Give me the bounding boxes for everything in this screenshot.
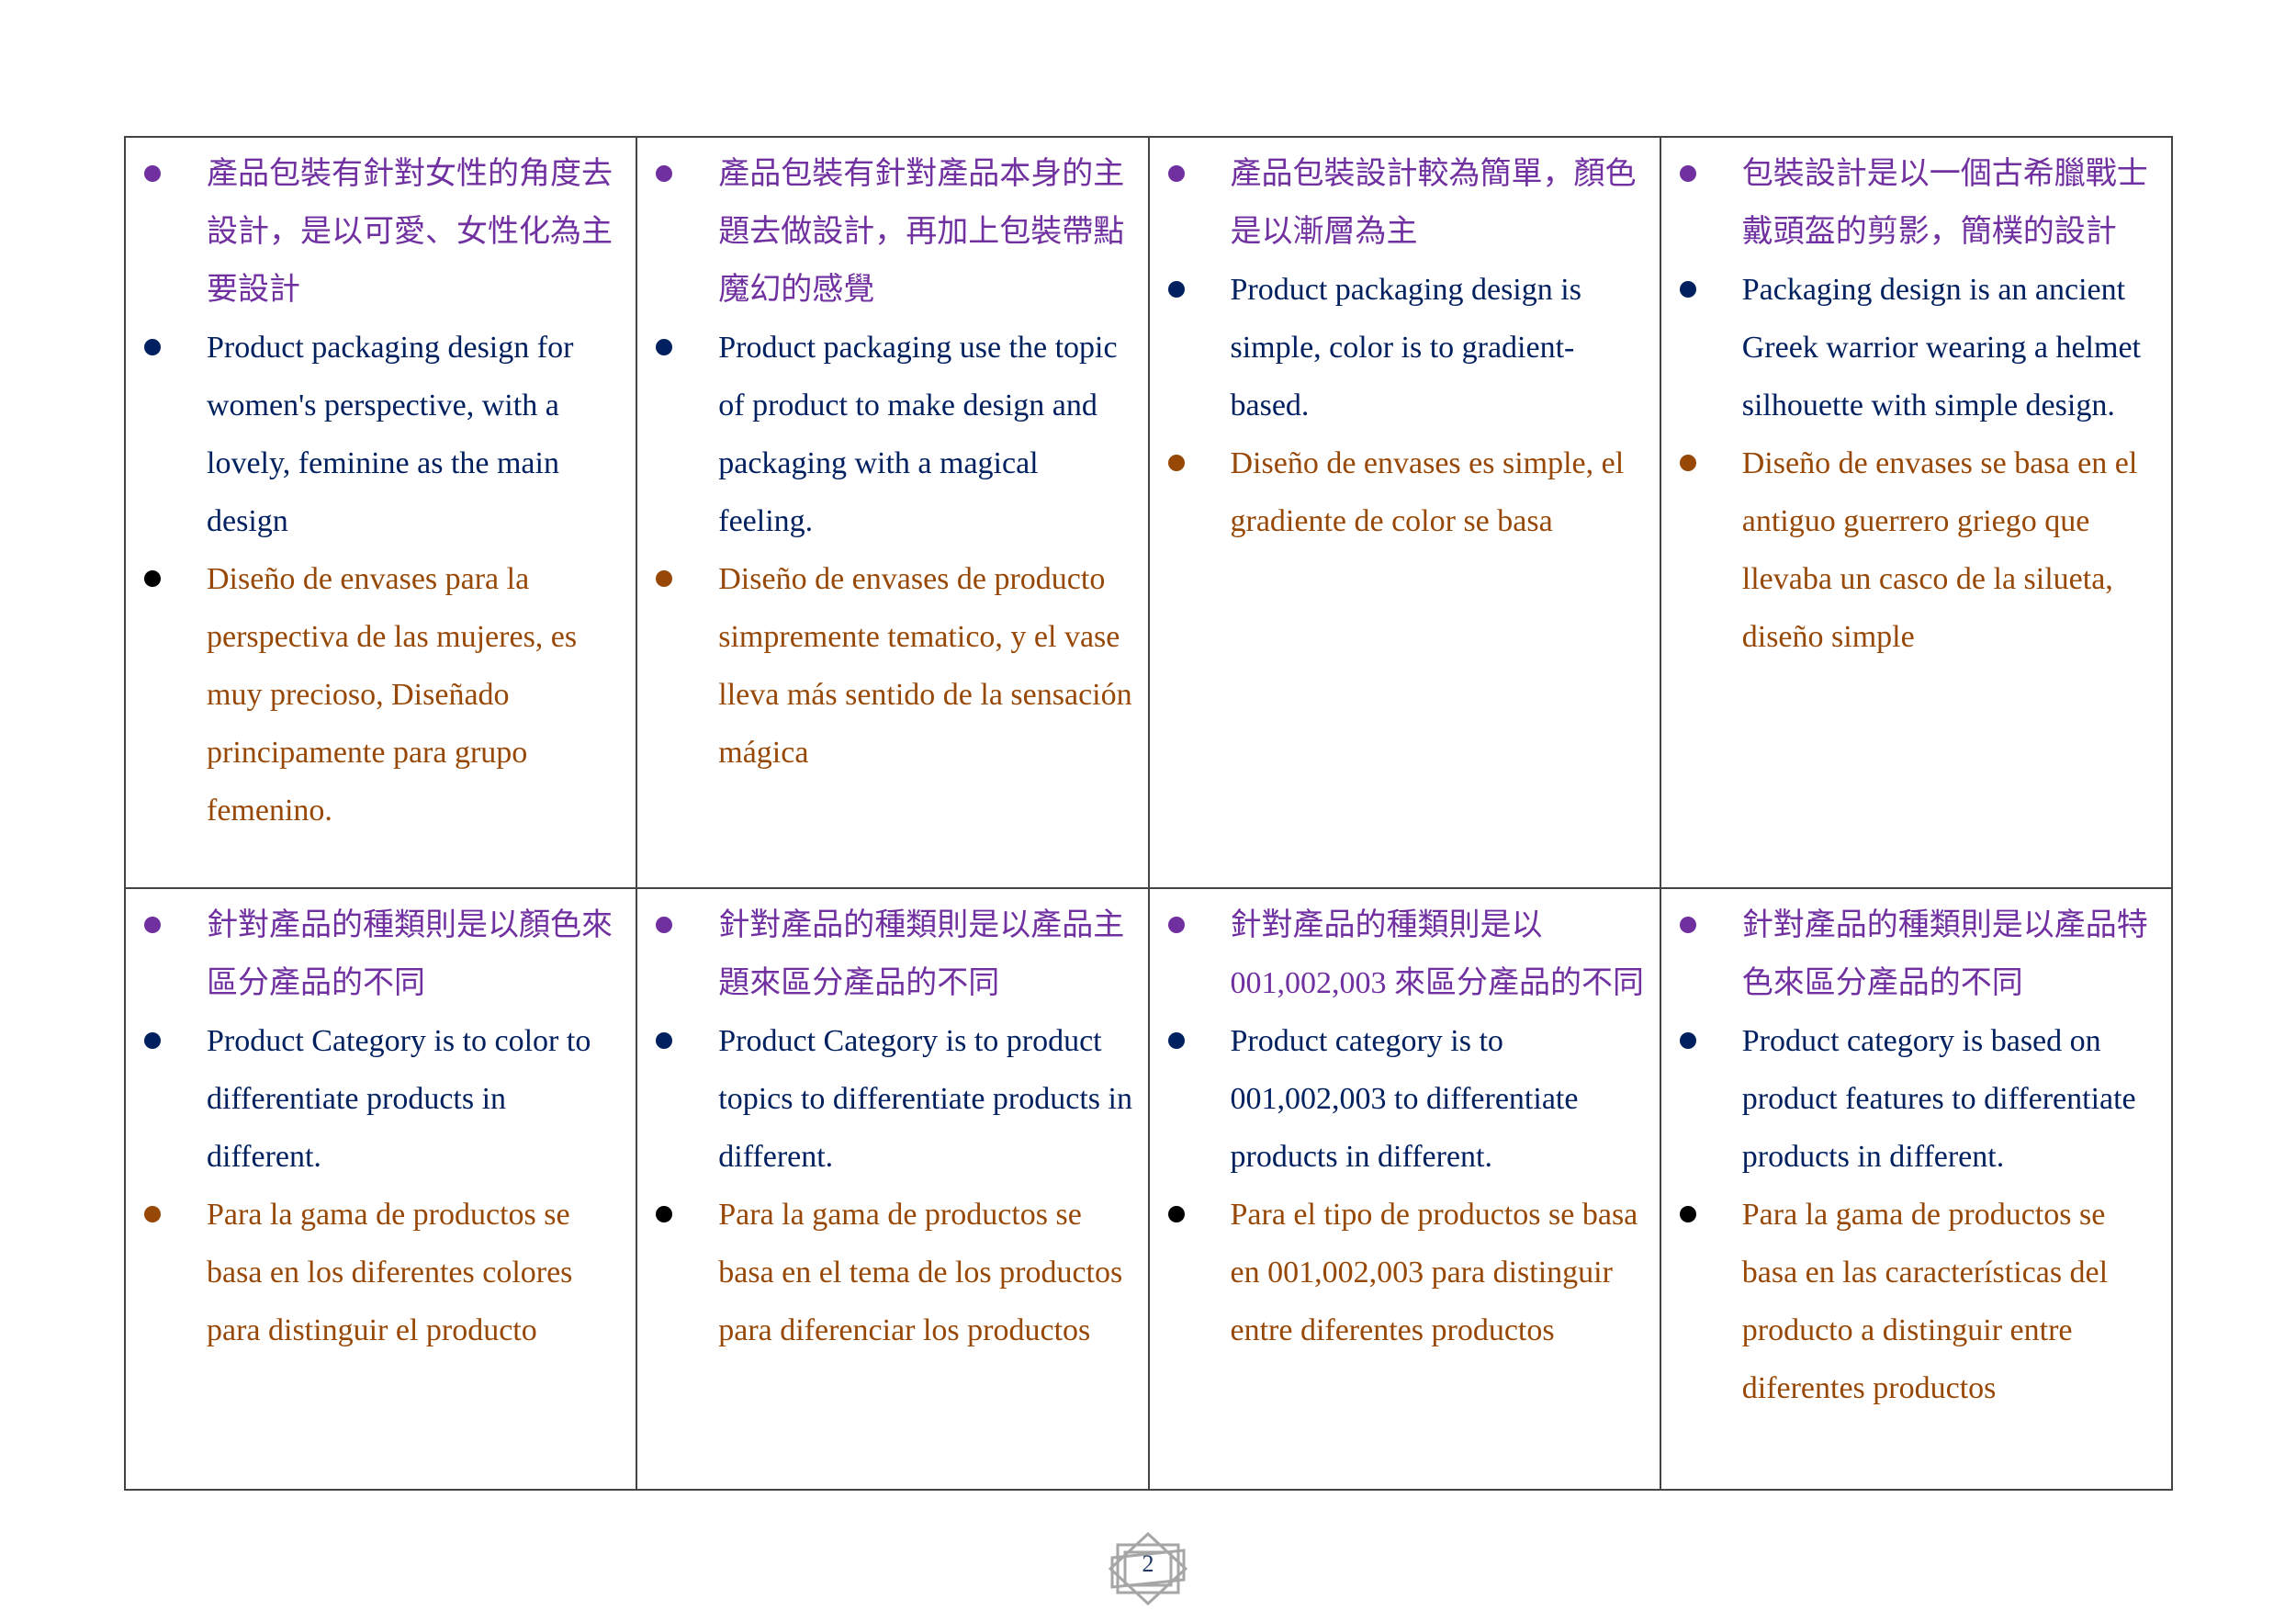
list-item-text: 針對產品的種類則是以001,002,003 來區分產品的不同: [1230, 908, 1645, 1000]
list-item-text: Product category is based on product fea…: [1741, 1024, 2136, 1174]
table-cell: 針對產品的種類則是以產品主題來區分產品的不同 Product Category i…: [636, 887, 1150, 1491]
bullet-icon: [1167, 165, 1185, 182]
page-number-ornament-icon: [1108, 1532, 1188, 1605]
table-cell: 產品包裝設計較為簡單，顏色是以漸層為主 Product packaging des…: [1147, 136, 1661, 889]
bullet-icon: [144, 339, 161, 355]
list-item-es: Para la gama de productos se basa en los…: [126, 1186, 626, 1359]
bullet-list: 包裝設計是以一個古希臘戰士戴頭盔的剪影，簡樸的設計 Packaging desig…: [1661, 145, 2162, 666]
bullet-icon: [1679, 281, 1696, 298]
list-item-text: Product Category is to color to differen…: [207, 1024, 591, 1174]
list-item-text: Packaging design is an ancient Greek war…: [1741, 273, 2141, 422]
table-cell: 針對產品的種類則是以001,002,003 來區分產品的不同 Product ca…: [1147, 887, 1661, 1491]
list-item-text: Para la gama de productos se basa en los…: [207, 1198, 573, 1347]
bullet-icon: [1167, 1206, 1185, 1222]
list-item-text: Para la gama de productos se basa en el …: [718, 1198, 1123, 1347]
table-cell: 產品包裝有針對產品本身的主題去做設計，再加上包裝帶點魔幻的感覺 Product p…: [636, 136, 1150, 889]
list-item-zh: 針對產品的種類則是以顏色來區分產品的不同: [126, 896, 626, 1012]
bullet-icon: [656, 917, 673, 933]
bullet-icon: [144, 1032, 161, 1049]
list-item-en: Product category is based on product fea…: [1661, 1012, 2162, 1186]
list-item-text: 產品包裝設計較為簡單，顏色是以漸層為主: [1230, 157, 1637, 249]
bullet-icon: [1679, 1032, 1696, 1049]
bullet-list: 產品包裝有針對產品本身的主題去做設計，再加上包裝帶點魔幻的感覺 Product p…: [637, 145, 1138, 782]
bullet-icon: [656, 339, 673, 355]
table-cell: 針對產品的種類則是以產品特色來區分產品的不同 Product category i…: [1659, 887, 2174, 1491]
list-item-text: Product packaging design for women's per…: [207, 331, 574, 538]
bullet-list: 產品包裝設計較為簡單，顏色是以漸層為主 Product packaging des…: [1150, 145, 1650, 550]
bullet-list: 針對產品的種類則是以產品主題來區分產品的不同 Product Category i…: [637, 896, 1138, 1359]
list-item-text: Para el tipo de productos se basa en 001…: [1230, 1198, 1638, 1347]
list-item-es: Diseño de envases se basa en el antiguo …: [1661, 434, 2162, 666]
bullet-icon: [144, 570, 161, 587]
bullet-icon: [1679, 455, 1696, 471]
table-cell: 針對產品的種類則是以顏色來區分產品的不同 Product Category is …: [123, 887, 638, 1491]
bullet-icon: [1679, 1206, 1696, 1222]
page-number: 2: [1142, 1550, 1154, 1577]
bullet-icon: [1167, 1032, 1185, 1049]
list-item-text: Diseño de envases es simple, el gradient…: [1230, 446, 1625, 538]
list-item-text: 產品包裝有針對產品本身的主題去做設計，再加上包裝帶點魔幻的感覺: [718, 157, 1125, 307]
bullet-list: 針對產品的種類則是以產品特色來區分產品的不同 Product category i…: [1661, 896, 2162, 1417]
list-item-en: Product packaging design is simple, colo…: [1150, 261, 1650, 434]
bullet-list: 針對產品的種類則是以顏色來區分產品的不同 Product Category is …: [126, 896, 626, 1359]
list-item-es: Para el tipo de productos se basa en 001…: [1150, 1186, 1650, 1359]
list-item-zh: 產品包裝有針對產品本身的主題去做設計，再加上包裝帶點魔幻的感覺: [637, 145, 1138, 319]
list-item-text: Diseño de envases de producto simprement…: [718, 562, 1132, 770]
comparison-table: 產品包裝有針對女性的角度去設計，是以可愛、女性化為主要設計 Product pac…: [123, 136, 2174, 1491]
table-cell: 包裝設計是以一個古希臘戰士戴頭盔的剪影，簡樸的設計 Packaging desig…: [1659, 136, 2174, 889]
bullet-icon: [656, 1032, 673, 1049]
bullet-list: 針對產品的種類則是以001,002,003 來區分產品的不同 Product ca…: [1150, 896, 1650, 1359]
list-item-zh: 產品包裝有針對女性的角度去設計，是以可愛、女性化為主要設計: [126, 145, 626, 319]
list-item-es: Diseño de envases es simple, el gradient…: [1150, 434, 1650, 550]
list-item-zh: 針對產品的種類則是以產品特色來區分產品的不同: [1661, 896, 2162, 1012]
list-item-text: Diseño de envases para la perspectiva de…: [207, 562, 578, 828]
bullet-icon: [144, 165, 161, 182]
bullet-icon: [1679, 165, 1696, 182]
list-item-en: Product category is to 001,002,003 to di…: [1150, 1012, 1650, 1186]
list-item-text: Para la gama de productos se basa en las…: [1741, 1198, 2109, 1405]
list-item-text: 產品包裝有針對女性的角度去設計，是以可愛、女性化為主要設計: [207, 157, 613, 307]
bullet-icon: [144, 1206, 161, 1222]
list-item-text: Product packaging use the topic of produ…: [718, 331, 1118, 538]
list-item-es: Para la gama de productos se basa en las…: [1661, 1186, 2162, 1417]
bullet-icon: [656, 1206, 673, 1222]
list-item-text: Diseño de envases se basa en el antiguo …: [1741, 446, 2138, 654]
list-item-text: 針對產品的種類則是以產品特色來區分產品的不同: [1741, 908, 2148, 1000]
bullet-icon: [1167, 281, 1185, 298]
bullet-icon: [656, 165, 673, 182]
list-item-text: Product category is to 001,002,003 to di…: [1230, 1024, 1579, 1174]
list-item-zh: 針對產品的種類則是以001,002,003 來區分產品的不同: [1150, 896, 1650, 1012]
list-item-en: Product Category is to product topics to…: [637, 1012, 1138, 1186]
list-item-es: Diseño de envases para la perspectiva de…: [126, 550, 626, 839]
list-item-en: Product packaging design for women's per…: [126, 319, 626, 550]
list-item-text: Product packaging design is simple, colo…: [1230, 273, 1581, 422]
table-cell: 產品包裝有針對女性的角度去設計，是以可愛、女性化為主要設計 Product pac…: [123, 136, 638, 889]
list-item-text: Product Category is to product topics to…: [718, 1024, 1132, 1174]
table-row: 針對產品的種類則是以顏色來區分產品的不同 Product Category is …: [123, 887, 2174, 1491]
list-item-zh: 產品包裝設計較為簡單，顏色是以漸層為主: [1150, 145, 1650, 261]
list-item-es: Diseño de envases de producto simprement…: [637, 550, 1138, 782]
bullet-icon: [144, 917, 161, 933]
list-item-en: Packaging design is an ancient Greek war…: [1661, 261, 2162, 434]
bullet-icon: [1167, 917, 1185, 933]
table-row: 產品包裝有針對女性的角度去設計，是以可愛、女性化為主要設計 Product pac…: [123, 136, 2174, 889]
bullet-icon: [1167, 455, 1185, 471]
list-item-en: Product packaging use the topic of produ…: [637, 319, 1138, 550]
list-item-es: Para la gama de productos se basa en el …: [637, 1186, 1138, 1359]
bullet-icon: [1679, 917, 1696, 933]
list-item-text: 包裝設計是以一個古希臘戰士戴頭盔的剪影，簡樸的設計: [1741, 157, 2148, 249]
list-item-zh: 針對產品的種類則是以產品主題來區分產品的不同: [637, 896, 1138, 1012]
list-item-zh: 包裝設計是以一個古希臘戰士戴頭盔的剪影，簡樸的設計: [1661, 145, 2162, 261]
bullet-list: 產品包裝有針對女性的角度去設計，是以可愛、女性化為主要設計 Product pac…: [126, 145, 626, 839]
bullet-icon: [656, 570, 673, 587]
list-item-text: 針對產品的種類則是以產品主題來區分產品的不同: [718, 908, 1125, 1000]
list-item-text: 針對產品的種類則是以顏色來區分產品的不同: [207, 908, 613, 1000]
list-item-en: Product Category is to color to differen…: [126, 1012, 626, 1186]
